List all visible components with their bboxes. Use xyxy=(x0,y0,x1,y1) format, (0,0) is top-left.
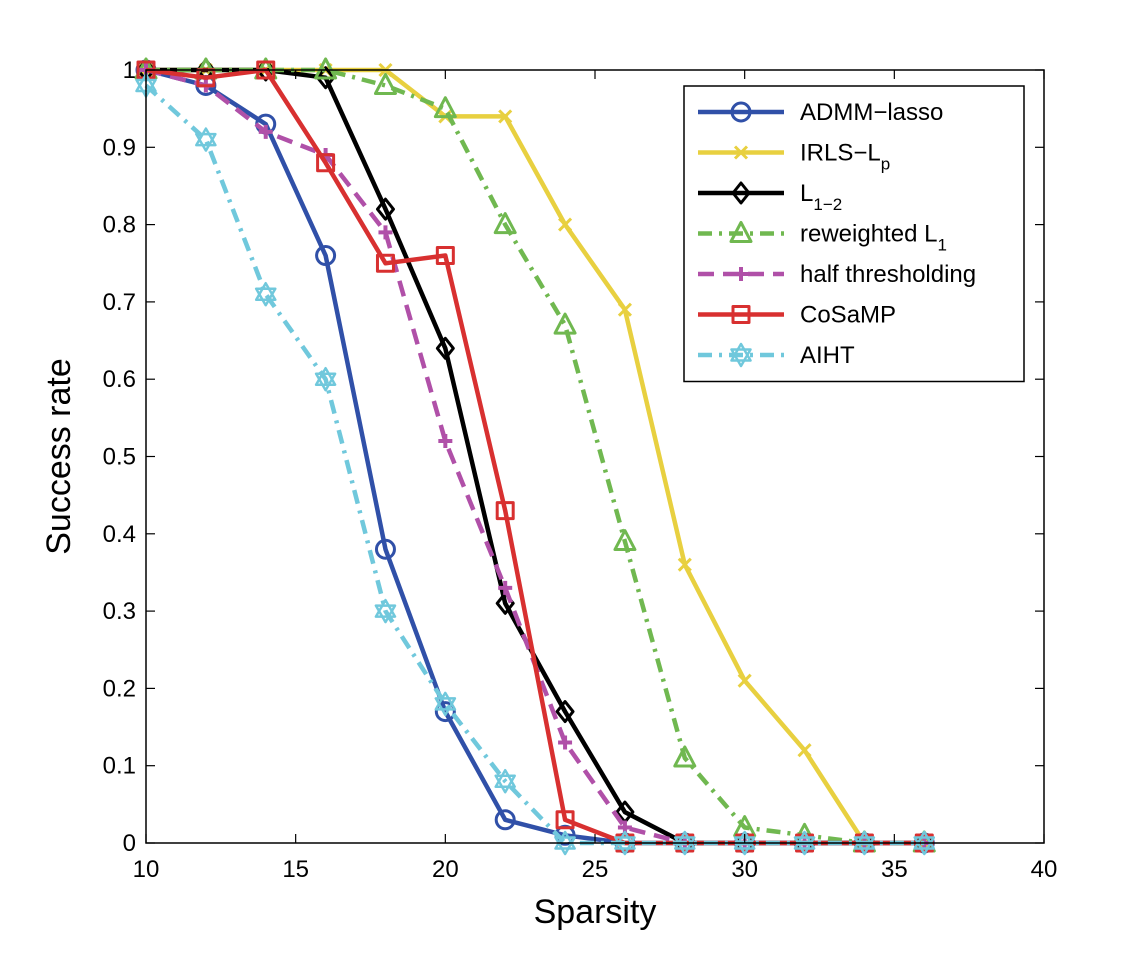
data-point-2-4 xyxy=(375,197,395,221)
data-point-6-3 xyxy=(314,366,337,392)
data-point-5-3 xyxy=(316,153,336,173)
axes: 10 15 20 25 30 35 40 0 0.1 0.2 0.3 0.4 0.5 0.6 0.7 0.8 0… xyxy=(40,57,1057,931)
data-point-0-5 xyxy=(434,701,456,723)
data-point-3-9 xyxy=(673,745,697,768)
legend-label-4: half thresholding xyxy=(800,261,976,288)
data-point-2-5 xyxy=(435,336,455,360)
data-point-1-10 xyxy=(737,673,752,688)
legend-entry-4: half thresholding xyxy=(698,261,976,288)
data-point-5-6 xyxy=(495,501,515,521)
legend-label-6: AIHT xyxy=(800,342,855,369)
y-tick-label: 0.8 xyxy=(103,212,136,239)
data-point-6-4 xyxy=(374,598,397,624)
legend-box xyxy=(683,85,1025,383)
data-point-1-6 xyxy=(498,109,513,124)
y-tick-label: 0.6 xyxy=(103,366,136,393)
data-point-0-4 xyxy=(374,538,396,560)
data-point-6-5 xyxy=(434,691,457,717)
data-point-5-5 xyxy=(435,246,455,266)
data-point-3-7 xyxy=(553,312,577,335)
legend-entry-6: AIHT xyxy=(698,342,855,369)
data-point-6-12 xyxy=(853,830,876,856)
legend-label-2: L1−2 xyxy=(800,180,842,214)
legend-entry-3: reweighted L1 xyxy=(698,221,947,255)
legend-marker-2 xyxy=(731,181,751,205)
data-point-6-7 xyxy=(554,830,576,856)
legend-marker-3 xyxy=(729,221,753,243)
x-tick-label: 25 xyxy=(582,856,609,883)
data-point-3-6 xyxy=(493,212,517,235)
data-point-2-7 xyxy=(555,700,575,724)
data-point-6-13 xyxy=(913,830,936,856)
legend-entry-0: ADMM−lasso xyxy=(698,99,943,126)
legend-entry-1: IRLS−Lp xyxy=(698,140,890,174)
x-axis-label: Sparsity xyxy=(534,893,657,931)
data-point-3-4 xyxy=(373,72,397,95)
y-tick-label: 0 xyxy=(123,830,136,857)
legend-entry-5: CoSaMP xyxy=(698,302,896,329)
data-point-1-8 xyxy=(617,302,632,317)
data-point-6-6 xyxy=(494,768,516,794)
data-point-1-11 xyxy=(797,743,812,758)
legend-marker-5 xyxy=(731,305,751,324)
legend-entry-2: L1−2 xyxy=(698,180,842,214)
data-point-1-7 xyxy=(558,217,573,232)
legend: ADMM−lasso IRLS−Lp L1−2 reweighted L1 half t… xyxy=(683,85,1025,383)
y-tick-label: 0.5 xyxy=(103,444,136,471)
x-tick-label: 20 xyxy=(432,856,459,883)
data-point-4-2 xyxy=(258,124,273,139)
data-point-4-5 xyxy=(438,434,453,449)
data-point-3-3 xyxy=(314,57,338,80)
legend-marker-0 xyxy=(730,101,752,123)
series-line-6 xyxy=(144,83,925,846)
data-point-5-4 xyxy=(375,253,395,273)
y-tick-label: 0.7 xyxy=(103,289,136,316)
x-tick-label: 30 xyxy=(731,856,758,883)
y-tick-label: 0.3 xyxy=(103,598,136,625)
legend-marker-6 xyxy=(730,342,752,368)
y-axis-label: Success rate xyxy=(40,358,78,555)
legend-label-1: IRLS−Lp xyxy=(800,140,890,174)
data-point-3-8 xyxy=(613,529,637,552)
data-point-0-6 xyxy=(494,809,516,831)
y-tick-label: 0.2 xyxy=(103,675,136,702)
data-point-6-2 xyxy=(254,281,277,307)
y-tick-label: 1 xyxy=(123,57,136,84)
x-tick-label: 35 xyxy=(881,856,908,883)
y-tick-label: 0.1 xyxy=(103,753,136,780)
x-tick-label: 40 xyxy=(1031,856,1058,883)
data-point-4-4 xyxy=(378,225,393,240)
x-tick-label: 15 xyxy=(282,856,309,883)
data-point-6-9 xyxy=(674,830,696,856)
data-point-4-6 xyxy=(498,580,513,595)
data-point-5-7 xyxy=(555,810,575,830)
data-point-3-5 xyxy=(433,96,457,119)
data-point-4-7 xyxy=(558,735,573,750)
x-tick-label: 10 xyxy=(133,856,160,883)
legend-label-0: ADMM−lasso xyxy=(800,99,943,126)
legend-label-5: CoSaMP xyxy=(800,302,896,329)
data-point-6-11 xyxy=(793,830,816,856)
data-point-2-3 xyxy=(316,66,336,90)
data-point-1-9 xyxy=(677,557,692,572)
legend-label-3: reweighted L1 xyxy=(800,221,947,255)
y-tick-label: 0.9 xyxy=(103,134,136,161)
data-point-6-8 xyxy=(614,830,636,856)
legend-marker-1 xyxy=(733,145,749,160)
y-tick-label: 0.4 xyxy=(103,521,136,548)
legend-marker-4 xyxy=(734,267,748,281)
data-point-6-1 xyxy=(195,127,217,152)
data-point-0-3 xyxy=(315,245,337,267)
